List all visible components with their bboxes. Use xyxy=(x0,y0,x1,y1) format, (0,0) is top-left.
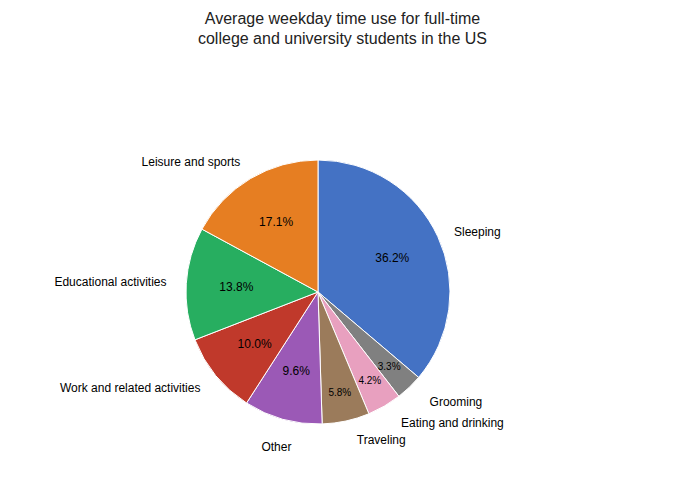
title: Average weekday time use for full-time co… xyxy=(198,10,487,47)
data-label: 13.8% xyxy=(219,280,253,294)
labels: 36.2% 3.3% 4.2% 5.8% 9.6% 10.0% 13.8% 17.1% Slee… xyxy=(54,155,503,454)
category-label: Traveling xyxy=(357,433,406,447)
slices xyxy=(186,160,450,424)
title-line: college and university students in the U… xyxy=(198,30,487,47)
data-label: 10.0% xyxy=(238,337,272,351)
data-label: 5.8% xyxy=(328,387,351,398)
slice xyxy=(318,292,369,424)
title-line: Average weekday time use for full-time xyxy=(205,10,480,27)
category-label: Sleeping xyxy=(454,225,501,239)
slice xyxy=(202,160,318,292)
category-label: Other xyxy=(261,440,291,454)
pie: 36.2% 3.3% 4.2% 5.8% 9.6% 10.0% 13.8% 17.1% Slee… xyxy=(54,155,503,454)
data-label: 4.2% xyxy=(358,375,381,386)
data-label: 3.3% xyxy=(378,361,401,372)
category-label: Grooming xyxy=(430,395,483,409)
category-label: Eating and drinking xyxy=(401,416,504,430)
category-label: Educational activities xyxy=(54,275,166,289)
data-label: 9.6% xyxy=(282,364,310,378)
category-label: Leisure and sports xyxy=(142,155,241,169)
chart: Average weekday time use for full-time co… xyxy=(0,0,685,483)
data-label: 17.1% xyxy=(259,215,293,229)
category-label: Work and related activities xyxy=(60,381,201,395)
data-label: 36.2% xyxy=(375,251,409,265)
